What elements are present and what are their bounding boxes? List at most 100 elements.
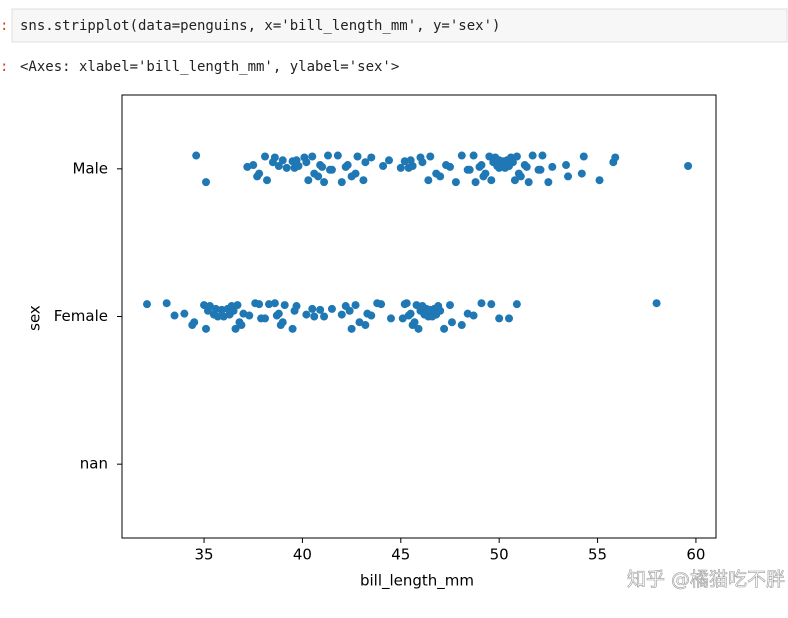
output-prompt: : <box>0 59 8 75</box>
point <box>510 176 519 185</box>
point <box>465 165 474 174</box>
x-tick-label: 35 <box>194 546 213 564</box>
point <box>324 151 333 160</box>
point <box>270 153 279 162</box>
point <box>288 324 297 333</box>
point <box>280 301 289 310</box>
point <box>190 318 199 327</box>
point <box>477 161 486 170</box>
point <box>261 314 270 323</box>
point <box>270 299 279 308</box>
point <box>162 299 171 308</box>
point <box>263 176 272 185</box>
point <box>202 178 211 187</box>
point <box>536 165 545 174</box>
point <box>170 311 179 320</box>
point <box>379 161 388 170</box>
point <box>418 158 427 167</box>
code-cell[interactable] <box>11 8 788 43</box>
point <box>528 151 537 160</box>
point <box>278 318 287 327</box>
x-tick-label: 60 <box>686 546 705 564</box>
point <box>200 301 209 310</box>
watermark: 知乎 @橘猫吃不胖 <box>627 569 785 591</box>
point <box>202 324 211 333</box>
point <box>359 176 368 185</box>
point <box>282 163 291 172</box>
point <box>548 162 557 171</box>
point <box>333 151 342 160</box>
point <box>579 152 588 161</box>
point <box>249 161 258 170</box>
point <box>351 169 360 178</box>
point <box>564 172 573 181</box>
point <box>495 314 504 323</box>
point <box>318 162 327 171</box>
point <box>180 309 189 318</box>
point <box>314 172 323 181</box>
point <box>414 324 423 333</box>
point <box>361 321 370 330</box>
point <box>424 176 433 185</box>
point <box>337 178 346 187</box>
point <box>261 152 270 161</box>
point <box>213 312 222 321</box>
point <box>308 152 317 161</box>
point <box>436 172 445 181</box>
point <box>233 301 242 310</box>
point <box>237 321 246 330</box>
point <box>408 161 417 170</box>
y-tick-label: nan <box>80 455 108 473</box>
point <box>255 300 264 309</box>
point <box>274 309 283 318</box>
point <box>361 158 370 167</box>
point <box>351 301 360 310</box>
point <box>516 172 525 181</box>
point <box>142 300 151 309</box>
point <box>229 306 238 315</box>
point <box>426 152 435 161</box>
point <box>264 300 273 309</box>
point <box>512 300 521 309</box>
point <box>495 163 504 172</box>
point <box>577 169 586 178</box>
point <box>274 161 283 170</box>
point <box>327 165 336 174</box>
point <box>402 299 411 308</box>
point <box>304 176 313 185</box>
point <box>445 162 454 171</box>
point <box>217 305 226 314</box>
point <box>231 324 240 333</box>
x-tick-label: 45 <box>391 546 410 564</box>
point <box>302 310 311 319</box>
point <box>505 314 514 323</box>
point <box>469 311 478 320</box>
point <box>412 301 421 310</box>
point <box>445 301 454 310</box>
point <box>595 176 604 185</box>
point <box>343 161 352 170</box>
point <box>294 161 303 170</box>
point <box>386 314 395 323</box>
point <box>278 156 287 165</box>
point <box>544 178 553 187</box>
y-tick-label: Male <box>72 159 108 177</box>
y-tick-label: Female <box>54 307 108 325</box>
point <box>384 156 393 165</box>
point <box>410 318 419 327</box>
point <box>367 153 376 162</box>
point <box>471 178 480 187</box>
x-axis-label: bill_length_mm <box>360 572 474 591</box>
point <box>308 304 317 313</box>
point <box>192 151 201 160</box>
y-axis-label: sex <box>26 305 44 331</box>
point <box>538 151 547 160</box>
point <box>481 169 490 178</box>
point <box>485 152 494 161</box>
point <box>487 176 496 185</box>
point <box>320 312 329 321</box>
x-tick-label: 40 <box>293 546 312 564</box>
point <box>400 157 409 166</box>
point <box>345 306 354 315</box>
point <box>512 152 521 161</box>
